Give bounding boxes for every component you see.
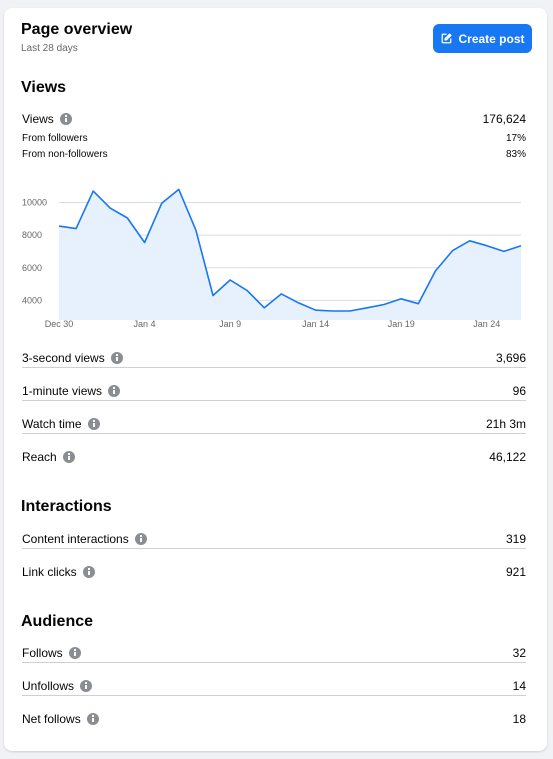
metric-label: Unfollows xyxy=(22,679,93,693)
metric-value: 46,122 xyxy=(489,450,526,464)
from-followers-value: 17% xyxy=(505,133,526,144)
metric-value: 3,696 xyxy=(495,351,526,365)
x-tick-label: Jan 14 xyxy=(302,319,329,329)
info-icon[interactable] xyxy=(134,533,147,545)
metric-value: 18 xyxy=(512,712,526,726)
info-icon[interactable] xyxy=(82,566,95,578)
y-tick-label: 4000 xyxy=(22,295,42,305)
y-tick-label: 10000 xyxy=(22,197,47,207)
audience-section-title: Audience xyxy=(21,613,94,630)
metric-value: 921 xyxy=(505,565,526,579)
info-icon[interactable] xyxy=(87,418,100,430)
views-chart[interactable]: 4000 6000 8000 10000 Dec 30 Jan 4 Jan 9 Jan 14… xyxy=(4,8,547,348)
page-title: Page overview xyxy=(21,21,133,38)
metric-value: 21h 3m xyxy=(485,417,526,431)
date-range-label: Last 28 days xyxy=(21,43,78,54)
from-non-followers-value: 83% xyxy=(505,149,526,160)
x-tick-label: Jan 9 xyxy=(219,319,241,329)
metric-label-text: 3-second views xyxy=(22,351,105,365)
x-tick-label: Jan 24 xyxy=(473,319,500,329)
metric-row: 1-minute views 96 xyxy=(22,384,526,418)
divider xyxy=(22,400,526,401)
metric-row: Link clicks 921 xyxy=(22,565,526,599)
metric-label-text: Reach xyxy=(22,450,57,464)
metric-label: 1-minute views xyxy=(22,384,121,398)
divider xyxy=(22,433,526,434)
metric-row: 3-second views 3,696 xyxy=(22,351,526,385)
info-icon[interactable] xyxy=(59,113,72,125)
views-value: 176,624 xyxy=(482,112,526,126)
metric-label-text: Net follows xyxy=(22,712,81,726)
metric-label: Watch time xyxy=(22,417,100,431)
metric-label-text: 1-minute views xyxy=(22,384,103,398)
metric-value: 14 xyxy=(512,679,526,693)
metric-row: Content interactions 319 xyxy=(22,532,526,566)
metric-value: 319 xyxy=(505,532,526,546)
x-tick-label: Jan 4 xyxy=(134,319,156,329)
info-icon[interactable] xyxy=(108,385,121,397)
views-section-title: Views xyxy=(21,79,67,96)
y-tick-label: 8000 xyxy=(22,230,42,240)
metric-label-text: Link clicks xyxy=(22,565,77,579)
info-icon[interactable] xyxy=(86,713,99,725)
info-icon[interactable] xyxy=(62,451,75,463)
interactions-section-title: Interactions xyxy=(21,498,112,515)
metric-row: Unfollows 14 xyxy=(22,679,526,713)
divider xyxy=(22,367,526,368)
divider xyxy=(22,548,526,549)
metric-label: Net follows xyxy=(22,712,99,726)
divider xyxy=(22,695,526,696)
metric-label-text: Content interactions xyxy=(22,532,129,546)
views-label: Views xyxy=(22,112,72,126)
metric-label-text: Follows xyxy=(22,646,63,660)
x-tick-label: Dec 30 xyxy=(45,319,74,329)
create-post-label: Create post xyxy=(458,31,525,46)
metric-value: 32 xyxy=(512,646,526,660)
from-followers-label: From followers xyxy=(22,133,88,144)
info-icon[interactable] xyxy=(68,647,81,659)
create-post-button[interactable]: Create post xyxy=(433,24,532,53)
y-tick-label: 6000 xyxy=(22,263,42,273)
views-label-text: Views xyxy=(22,112,54,126)
metric-row: Net follows 18 xyxy=(22,712,526,746)
metric-label: 3-second views xyxy=(22,351,123,365)
divider xyxy=(22,662,526,663)
metric-label: Link clicks xyxy=(22,565,95,579)
metric-row: Reach 46,122 xyxy=(22,450,526,484)
x-tick-label: Jan 19 xyxy=(388,319,415,329)
page-overview-card: Page overview Last 28 days Create post V… xyxy=(4,8,547,751)
info-icon[interactable] xyxy=(110,352,123,364)
views-area xyxy=(59,189,521,320)
metric-label: Follows xyxy=(22,646,81,660)
views-line xyxy=(58,188,522,312)
from-non-followers-label: From non-followers xyxy=(22,149,108,160)
metric-label: Content interactions xyxy=(22,532,147,546)
metric-value: 96 xyxy=(512,384,526,398)
info-icon[interactable] xyxy=(80,680,93,692)
metric-row: Watch time 21h 3m xyxy=(22,417,526,451)
metric-label: Reach xyxy=(22,450,75,464)
metric-row: Follows 32 xyxy=(22,646,526,680)
metric-label-text: Unfollows xyxy=(22,679,75,693)
edit-icon xyxy=(442,33,453,44)
metric-label-text: Watch time xyxy=(22,417,82,431)
